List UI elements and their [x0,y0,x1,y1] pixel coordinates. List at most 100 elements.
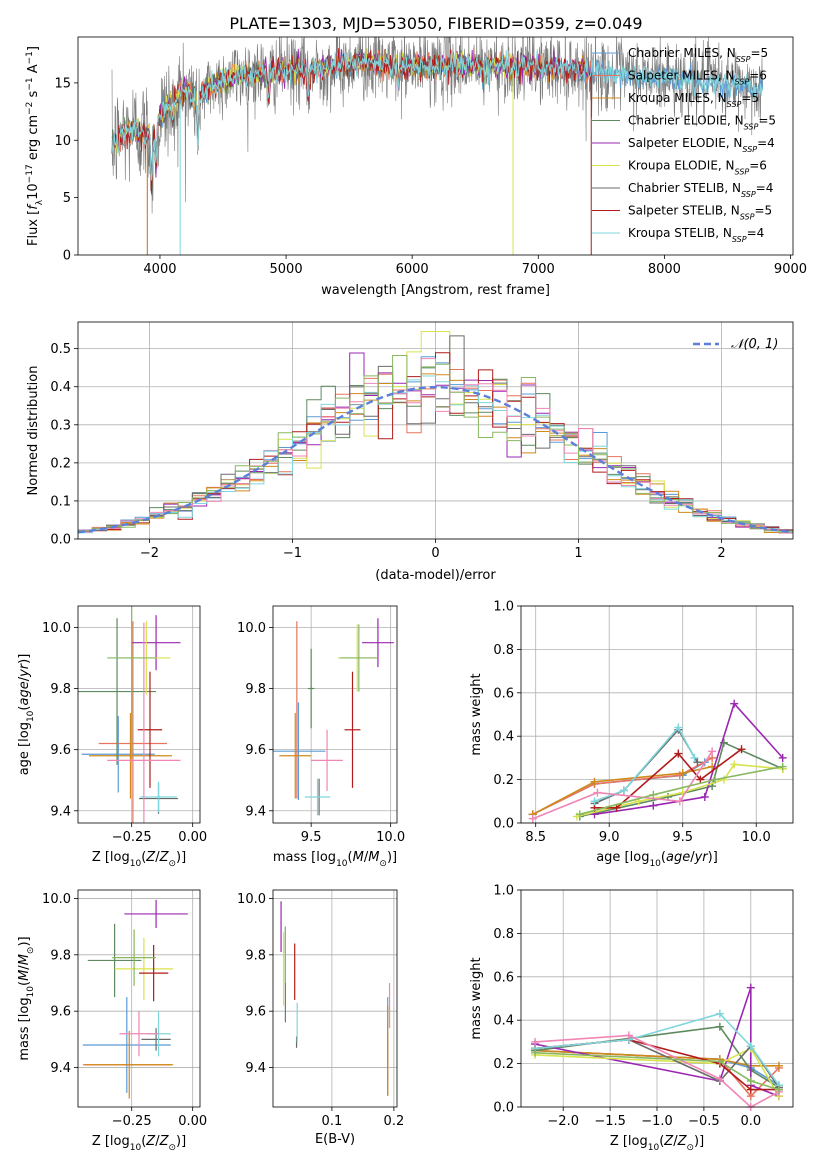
x-tick-label: −2 [140,546,159,561]
y-tick-label: 5 [63,191,71,206]
axis-label: mass [log10(M/M⊙)] [17,936,36,1060]
mass-vs-ebv-panel: 0.1 0.2 9.4 9.6 9.8 10.0 E(B-V) [237,889,405,1147]
y-tick-label: 0.3 [50,418,71,433]
age-vs-mass-panel: 9.5 10.0 9.4 9.6 9.8 10.0 mass [log10(M/M⊙)] [237,605,405,869]
y-tick-label: 0 [63,249,71,264]
y-tick-label: 0.2 [493,773,514,788]
y-tick-label: 9.8 [245,682,266,697]
axis-label: Z [log10(Z/Z⊙)] [92,850,186,869]
x-tick-label: 9.5 [301,830,322,845]
legend-label: Chabrier ELODIE, NSSP=5 [628,114,776,132]
y-tick-label: 9.4 [245,804,266,819]
legend-label: Salpeter ELODIE, NSSP=4 [628,136,775,154]
x-tick-label: 7000 [522,262,555,277]
x-tick-label: 8000 [648,262,681,277]
y-tick-label: 9.8 [245,948,266,963]
legend-label: Chabrier STELIB, NSSP=4 [628,181,773,199]
y-tick-label: 0.4 [493,730,514,745]
weight-series-line [534,1025,780,1089]
x-tick-label: 0 [431,546,439,561]
legend-label: Kroupa STELIB, NSSP=4 [628,226,764,244]
axes-frame [520,605,794,824]
x-tick-label: 0.1 [322,1114,343,1129]
axis-label: Z [log10(Z/Z⊙)] [92,1134,186,1153]
y-tick-label: 10.0 [42,892,71,907]
x-axis-label: (data-model)/error [375,568,496,583]
y-tick-label: 0.8 [493,643,514,658]
legend-label: Chabrier MILES, NSSP=5 [628,46,768,64]
axis-label: Z [log10(Z/Z⊙)] [610,1134,704,1153]
axis-label: mass [log10(M/M⊙)] [273,850,397,869]
legend-label: Salpeter STELIB, NSSP=5 [628,204,772,222]
x-tick-label: −0.25 [112,1114,152,1129]
x-tick-label: 6000 [396,262,429,277]
x-tick-label: 9.0 [599,830,620,845]
y-tick-label: 1.0 [493,884,514,899]
weight-series-line [579,765,783,816]
figure-title: PLATE=1303, MJD=53050, FIBERID=0359, z=0… [229,14,642,33]
y-tick-label: 0.5 [50,342,71,357]
y-tick-label: 0.6 [493,970,514,985]
y-tick-label: 15 [54,76,71,91]
normal-curve [77,385,794,534]
x-tick-label: −1 [283,546,302,561]
x-tick-label: −1.5 [594,1114,626,1129]
weight-series-line [532,757,713,816]
x-tick-label: 9.5 [672,830,693,845]
axis-label: age [log10(age/yr)] [17,654,36,776]
x-tick-label: 9000 [774,262,807,277]
weight-vs-z-panel: −2.0 −1.5 −1.0 −0.5 0.0 0.0 0.2 0.4 0.6 0.8 1.0 Z [… [469,884,794,1153]
y-tick-label: 0.6 [493,686,514,701]
x-tick-label: 0.00 [178,1114,207,1129]
axis-label: age [log10(age/yr)] [596,850,718,869]
y-tick-label: 0.4 [50,380,71,395]
legend-label: Kroupa MILES, NSSP=5 [628,91,759,109]
age-vs-z-panel: −0.25 0.00 9.4 9.6 9.8 10.0 Z [log10(Z/Z⊙)] age… [17,605,207,869]
y-axis-label: mass weight [469,673,484,755]
x-tick-label: 0.00 [178,830,207,845]
y-tick-label: 1.0 [493,600,514,615]
legend-label: Kroupa ELODIE, NSSP=6 [628,159,767,177]
x-tick-label: 10.0 [376,830,405,845]
weight-vs-age-panel: 8.5 9.0 9.5 10.0 0.0 0.2 0.4 0.6 0.8 1.0 age [log1… [469,600,794,869]
y-tick-label: 0.2 [493,1057,514,1072]
y-tick-label: 0.8 [493,927,514,942]
weight-series-line [594,726,696,803]
residuals-panel: −2 −1 0 1 2 0.0 0.1 0.2 0.3 0.4 0.5 𝒩(0, 1) (data-mo… [26,321,794,583]
x-tick-label: 0.0 [740,1114,761,1129]
y-tick-label: 0.0 [50,533,71,548]
legend-label: Salpeter MILES, NSSP=6 [628,69,767,87]
y-tick-label: 0.1 [50,494,71,509]
y-tick-label: 0.2 [50,456,71,471]
y-tick-label: 10.0 [237,892,266,907]
y-tick-label: 9.6 [50,743,71,758]
y-tick-label: 9.4 [50,1061,71,1076]
x-tick-label: −0.5 [688,1114,720,1129]
y-tick-label: 9.6 [50,1005,71,1020]
axes-frame [77,36,794,256]
y-tick-label: 9.8 [50,682,71,697]
mass-vs-z-panel: −0.25 0.00 9.4 9.6 9.8 10.0 Z [log10(Z/Z⊙)] mas… [17,889,207,1153]
axes-frame [520,889,794,1108]
weight-series-line [535,1052,780,1091]
x-tick-label: 0.2 [384,1114,405,1129]
x-tick-label: −0.25 [112,830,152,845]
y-tick-label: 9.8 [50,948,71,963]
x-axis-label: wavelength [Angstrom, rest frame] [321,283,550,298]
y-tick-label: 0.4 [493,1014,514,1029]
x-tick-label: 5000 [270,262,303,277]
axes-frame [77,889,201,1108]
weight-series-line [535,1047,780,1097]
y-tick-label: 10.0 [42,621,71,636]
weight-series-line [576,763,783,818]
y-tick-label: 0.0 [493,1101,514,1116]
y-tick-label: 9.4 [50,804,71,819]
x-tick-label: 4000 [143,262,176,277]
y-tick-label: 10.0 [237,621,266,636]
x-tick-label: 10.0 [742,830,771,845]
x-tick-label: −2.0 [547,1114,579,1129]
x-tick-label: 2 [717,546,725,561]
axes-frame [272,605,398,824]
legend-label: 𝒩(0, 1) [731,337,778,352]
